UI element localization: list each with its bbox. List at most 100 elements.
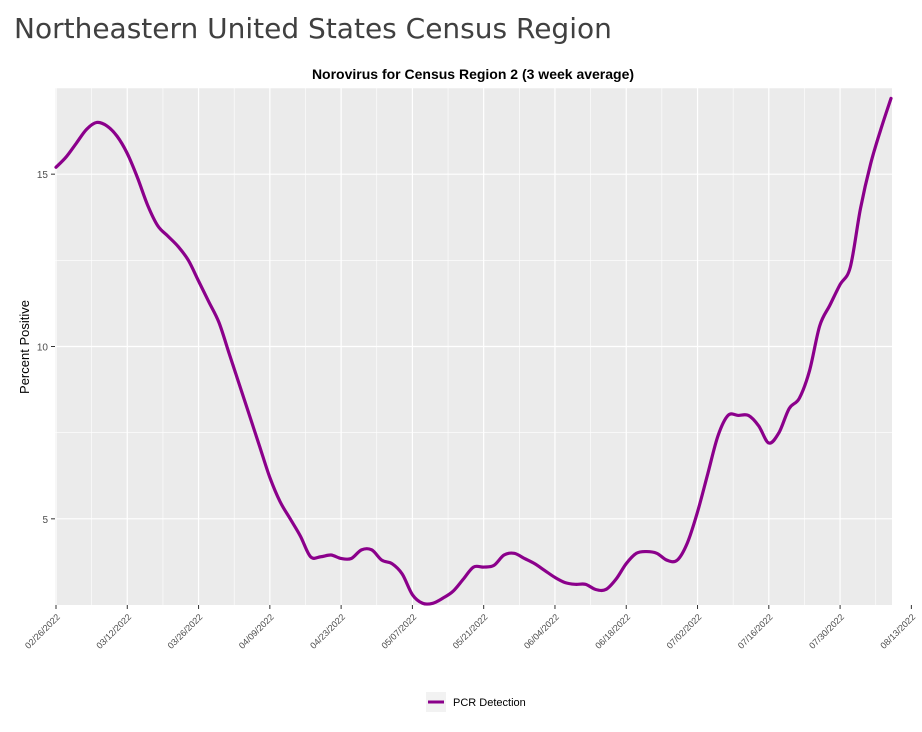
data-point xyxy=(105,124,108,127)
data-point xyxy=(523,557,526,560)
data-point xyxy=(75,142,78,145)
data-point xyxy=(543,569,546,572)
data-point xyxy=(472,565,475,568)
data-point xyxy=(625,562,628,565)
data-point xyxy=(370,548,373,551)
y-tick-label: 15 xyxy=(37,170,49,181)
grid-lines xyxy=(55,87,912,605)
data-point xyxy=(401,572,404,575)
page-title: Northeastern United States Census Region xyxy=(14,12,612,45)
x-tick-label: 04/23/2022 xyxy=(308,612,347,651)
data-point xyxy=(441,597,444,600)
data-point xyxy=(238,383,241,386)
data-point xyxy=(869,162,872,165)
data-point xyxy=(299,534,302,537)
data-point xyxy=(492,564,495,567)
data-point xyxy=(849,266,852,269)
legend: PCR Detection xyxy=(426,692,526,712)
data-point xyxy=(655,552,658,555)
pcr-detection-series-line xyxy=(54,96,893,606)
data-point xyxy=(278,500,281,503)
data-point xyxy=(533,562,536,565)
data-point xyxy=(390,562,393,565)
data-point xyxy=(156,224,159,227)
data-point xyxy=(431,602,434,605)
data-point xyxy=(777,431,780,434)
data-point xyxy=(228,352,231,355)
data-point xyxy=(329,553,332,556)
data-point xyxy=(614,578,617,581)
data-point xyxy=(676,559,679,562)
data-point xyxy=(604,588,607,591)
data-point xyxy=(248,414,251,417)
data-point xyxy=(350,557,353,560)
data-point xyxy=(217,321,220,324)
data-point xyxy=(380,559,383,562)
x-tick-label: 02/26/2022 xyxy=(23,612,62,651)
data-point xyxy=(594,588,597,591)
data-point xyxy=(696,510,699,513)
data-point xyxy=(268,476,271,479)
data-point xyxy=(340,557,343,560)
data-point xyxy=(258,445,261,448)
chart-title: Norovirus for Census Region 2 (3 week av… xyxy=(312,66,634,82)
data-point xyxy=(879,128,882,131)
data-point xyxy=(421,602,424,605)
data-point xyxy=(136,176,139,179)
y-tick-label: 10 xyxy=(37,343,49,354)
data-point xyxy=(553,576,556,579)
x-tick-label: 06/04/2022 xyxy=(522,612,561,651)
x-tick-label: 03/12/2022 xyxy=(94,612,133,651)
data-point xyxy=(54,166,57,169)
x-tick-label: 07/02/2022 xyxy=(665,612,704,651)
x-tick-label: 07/16/2022 xyxy=(736,612,775,651)
y-tick-label: 5 xyxy=(42,515,48,526)
data-point xyxy=(574,583,577,586)
data-point xyxy=(115,135,118,138)
data-point xyxy=(747,414,750,417)
x-tick-label: 07/30/2022 xyxy=(807,612,846,651)
data-point xyxy=(798,397,801,400)
data-point xyxy=(859,207,862,210)
x-tick-label: 04/09/2022 xyxy=(237,612,276,651)
data-point xyxy=(716,435,719,438)
data-point xyxy=(197,279,200,282)
data-point xyxy=(726,414,729,417)
data-point xyxy=(289,517,292,520)
data-point xyxy=(737,414,740,417)
x-tick-label: 05/21/2022 xyxy=(451,612,490,651)
data-point xyxy=(177,245,180,248)
data-point xyxy=(452,590,455,593)
data-point xyxy=(513,552,516,555)
data-point xyxy=(126,152,129,155)
legend-label: PCR Detection xyxy=(453,697,526,709)
data-point xyxy=(207,300,210,303)
data-point xyxy=(360,548,363,551)
data-layer xyxy=(54,96,893,606)
data-point xyxy=(706,472,709,475)
data-point xyxy=(95,121,98,124)
data-point xyxy=(187,259,190,262)
data-point xyxy=(788,407,791,410)
data-point xyxy=(757,424,760,427)
x-tick-label: 05/07/2022 xyxy=(379,612,418,651)
data-point xyxy=(665,559,668,562)
data-point xyxy=(146,204,149,207)
data-point xyxy=(502,553,505,556)
data-point xyxy=(319,555,322,558)
x-tick-label: 03/26/2022 xyxy=(166,612,205,651)
data-point xyxy=(889,97,892,100)
data-point xyxy=(482,565,485,568)
data-point xyxy=(828,304,831,307)
data-point xyxy=(584,583,587,586)
y-axis-label: Percent Positive xyxy=(17,300,32,394)
data-point xyxy=(767,441,770,444)
data-point xyxy=(808,369,811,372)
data-point xyxy=(818,324,821,327)
data-point xyxy=(635,552,638,555)
data-point xyxy=(65,155,68,158)
data-point xyxy=(838,283,841,286)
data-point xyxy=(564,581,567,584)
data-point xyxy=(411,593,414,596)
